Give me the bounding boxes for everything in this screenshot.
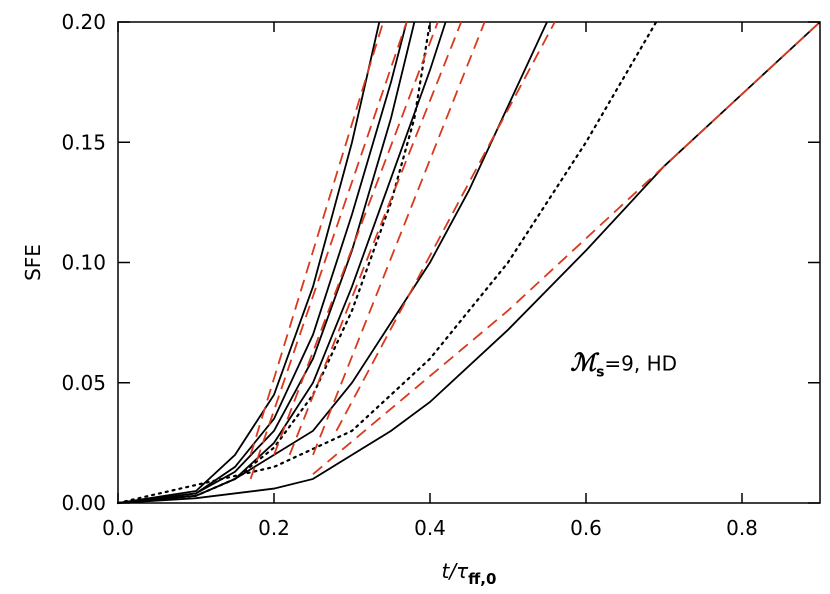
annotation-text: =9, HD	[604, 352, 677, 376]
x-axis-label: t/τff,0	[442, 559, 497, 588]
x-tick-label: 0.6	[570, 516, 602, 540]
x-axis-label-sub: ff,0	[468, 570, 496, 588]
x-tick-label: 0.2	[258, 516, 290, 540]
plot-layer	[116, 20, 821, 505]
y-tick-label: 0.10	[61, 251, 106, 275]
series-line	[288, 21, 463, 456]
x-axis-label-main: t/τ	[442, 559, 470, 583]
x-tick-label: 0.8	[726, 516, 758, 540]
series-line	[249, 21, 408, 480]
y-tick-label: 0.20	[61, 10, 106, 34]
y-tick-label: 0.00	[61, 491, 106, 515]
series-line	[117, 21, 548, 504]
x-tick-label: 0.4	[414, 516, 446, 540]
annotation-symbol: ℳ	[570, 348, 600, 377]
y-tick-label: 0.15	[61, 130, 106, 154]
series-line	[117, 21, 821, 504]
plot-frame	[117, 21, 821, 504]
series-line	[117, 21, 416, 504]
x-tick-label: 0.0	[102, 516, 134, 540]
series-line	[116, 20, 432, 505]
annotation: ℳs=9, HD	[570, 348, 677, 381]
series-line	[116, 20, 658, 505]
series-line	[312, 21, 486, 456]
y-tick-label: 0.05	[61, 371, 106, 395]
y-axis-label: SFE	[21, 244, 45, 281]
series-line	[117, 21, 381, 504]
series-line	[249, 21, 385, 456]
series-line	[273, 21, 439, 456]
series-line	[312, 21, 821, 475]
annotation-sub: s	[596, 365, 604, 381]
series-line	[335, 21, 556, 432]
